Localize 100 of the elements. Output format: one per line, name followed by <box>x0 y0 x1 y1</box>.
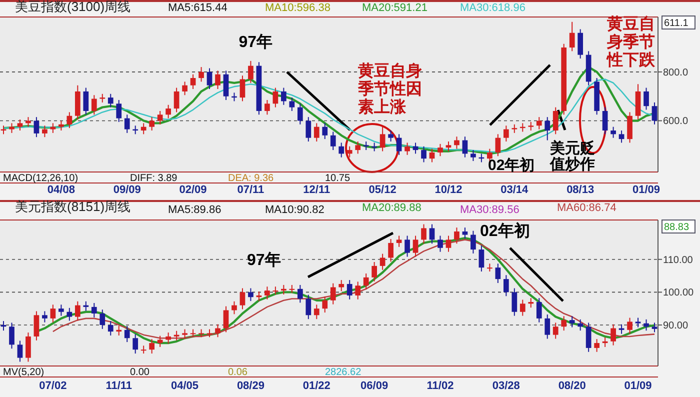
candlestick <box>264 99 270 116</box>
candlestick <box>83 300 89 312</box>
candlestick <box>644 318 649 332</box>
candlestick <box>116 99 122 122</box>
candlestick <box>372 261 377 282</box>
candlestick <box>635 317 641 328</box>
text: MA10:90.82 <box>265 204 324 216</box>
text: MA20:89.88 <box>362 202 422 214</box>
candlestick <box>149 338 155 354</box>
y-tick-label: 110.00 <box>663 254 694 266</box>
candlestick <box>26 332 31 362</box>
candlestick <box>627 317 632 334</box>
candlestick <box>223 306 229 333</box>
candlestick <box>610 324 616 346</box>
x-tick-label: 10/12 <box>434 184 462 196</box>
candlestick <box>281 284 286 295</box>
candlestick <box>446 235 452 252</box>
candlestick <box>289 284 295 294</box>
candlestick <box>503 125 509 142</box>
x-tick-label: 11/02 <box>426 380 454 392</box>
candlestick <box>91 302 97 318</box>
candlestick <box>512 288 518 316</box>
candlestick <box>166 104 171 119</box>
candlestick <box>454 227 460 244</box>
x-tick-label: 02/09 <box>179 184 207 196</box>
candlestick <box>421 146 426 163</box>
candlestick <box>380 253 386 270</box>
x-tick-label: 08/29 <box>236 380 264 392</box>
text: MV(5,20) <box>3 367 44 378</box>
candlestick <box>182 328 188 340</box>
candlestick <box>198 66 204 82</box>
candlestick <box>306 116 312 142</box>
candlestick <box>182 81 188 96</box>
candlestick <box>74 300 80 322</box>
candlestick <box>297 284 303 304</box>
candlestick <box>495 134 501 157</box>
candlestick <box>470 230 476 254</box>
candlestick <box>569 21 575 52</box>
candlestick <box>594 338 600 352</box>
candlestick <box>58 304 64 316</box>
candlestick <box>618 130 624 144</box>
candlestick <box>108 93 114 108</box>
candlestick <box>404 142 410 156</box>
x-tick-label: 06/09 <box>360 380 388 392</box>
y-tick-label: 100.00 <box>663 288 694 299</box>
x-tick-label: 01/22 <box>302 380 330 392</box>
candlestick <box>363 272 369 290</box>
candlestick <box>438 235 443 252</box>
candlestick <box>330 282 336 305</box>
candlestick <box>215 324 220 338</box>
x-tick-label: 05/12 <box>368 184 396 196</box>
candlestick <box>338 280 344 292</box>
candlestick <box>438 143 443 157</box>
candlestick <box>297 103 303 125</box>
candlestick <box>536 298 542 323</box>
candlestick <box>240 75 246 102</box>
candlestick <box>454 136 460 150</box>
candlestick <box>446 140 452 152</box>
candlestick <box>569 316 575 328</box>
candlestick <box>462 136 468 158</box>
candlestick <box>50 122 56 134</box>
text: 0.06 <box>228 367 248 378</box>
candlestick <box>388 130 394 142</box>
y-tick-label: 600.0 <box>663 116 688 128</box>
candlestick <box>602 106 608 135</box>
candlestick <box>289 97 295 112</box>
candlestick <box>140 122 146 135</box>
y-tick-label: 90.00 <box>663 320 688 332</box>
candlestick <box>520 299 526 316</box>
text: MA30:618.96 <box>460 2 526 14</box>
candlestick <box>83 87 89 116</box>
candlestick <box>264 286 270 300</box>
candlestick <box>355 281 361 300</box>
y-tick-label: 800.0 <box>663 67 688 78</box>
candlestick <box>272 87 278 108</box>
candlestick <box>66 307 72 322</box>
candlestick <box>578 28 584 59</box>
candlestick <box>544 116 550 141</box>
annotation: 97年 <box>238 32 273 51</box>
candlestick <box>240 288 246 310</box>
candlestick <box>248 60 254 84</box>
candlestick <box>552 106 558 135</box>
candlestick <box>26 116 31 128</box>
x-tick-label: 07/02 <box>39 380 67 392</box>
candlestick <box>190 74 196 90</box>
candlestick <box>232 300 237 315</box>
candlestick <box>396 134 402 156</box>
candlestick <box>330 131 336 151</box>
candlestick <box>17 119 23 132</box>
candlestick <box>100 309 106 330</box>
text: DIFF: 3.89 <box>130 173 178 184</box>
candlestick <box>412 142 418 154</box>
annotation: 黄豆自身季节性下跌 <box>606 15 656 69</box>
candlestick <box>552 322 558 340</box>
text: MACD(12,26,10) <box>3 173 78 184</box>
text: 88.83 <box>664 222 690 233</box>
chart-title: 美元指数(8151)周线 <box>15 199 131 214</box>
candlestick <box>42 125 48 138</box>
candlestick <box>124 325 130 343</box>
candlestick <box>586 322 592 352</box>
